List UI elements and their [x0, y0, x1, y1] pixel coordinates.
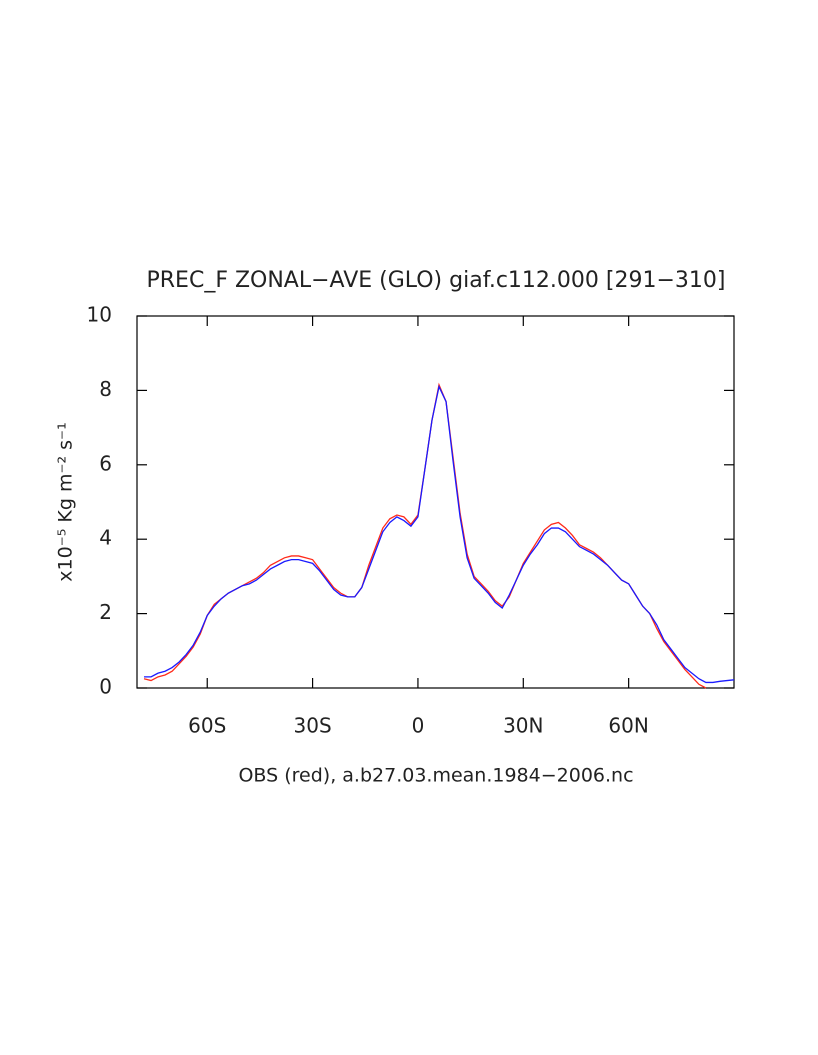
data-line	[143, 382, 707, 689]
plot-frame	[136, 315, 735, 689]
y-tick-label: 4	[99, 526, 112, 550]
x-tick-label: 30N	[503, 714, 543, 738]
x-axis-label: OBS (red), a.b27.03.mean.1984−2006.nc	[238, 765, 633, 787]
y-tick-label: 6	[99, 451, 112, 475]
y-tick-label: 8	[99, 377, 112, 401]
x-tick-label: 0	[412, 714, 425, 738]
x-tick-label: 60S	[188, 714, 226, 738]
x-tick-label: 30S	[294, 714, 332, 738]
y-axis-label: x10⁻⁵ Kg m⁻² s⁻¹	[55, 422, 77, 581]
data-line	[144, 384, 735, 684]
chart-title: PREC_F ZONAL−AVE (GLO) giaf.c112.000 [29…	[147, 268, 726, 293]
x-tick-label: 60N	[608, 714, 648, 738]
y-tick-label: 2	[99, 600, 112, 624]
y-tick-label: 0	[99, 675, 112, 699]
y-tick-label: 10	[87, 303, 112, 327]
